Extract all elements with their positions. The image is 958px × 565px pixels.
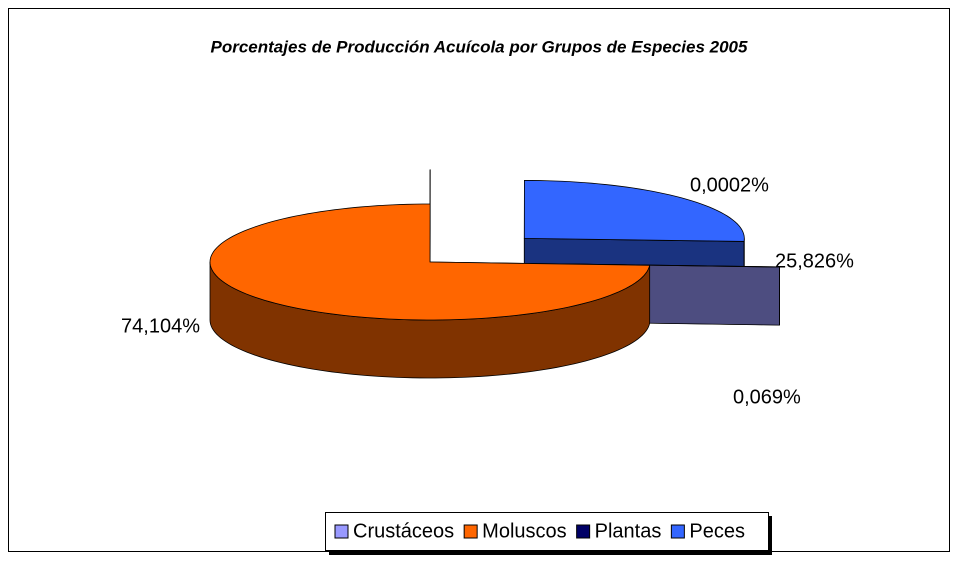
legend-swatch [335,525,348,538]
legend-label: Plantas [595,520,662,542]
legend-label: Crustáceos [353,520,454,542]
data-label: 25,826% [775,250,854,272]
data-label: 74,104% [121,315,200,337]
chart-title: Porcentajes de Producción Acuícola por G… [211,37,748,56]
legend-swatch [671,525,684,538]
legend-swatch [577,525,590,538]
legend-label: Moluscos [482,520,566,542]
data-label: 0,0002% [690,174,769,196]
legend-swatch [464,525,477,538]
legend-label: Peces [689,520,745,542]
data-label: 0,069% [733,386,801,408]
